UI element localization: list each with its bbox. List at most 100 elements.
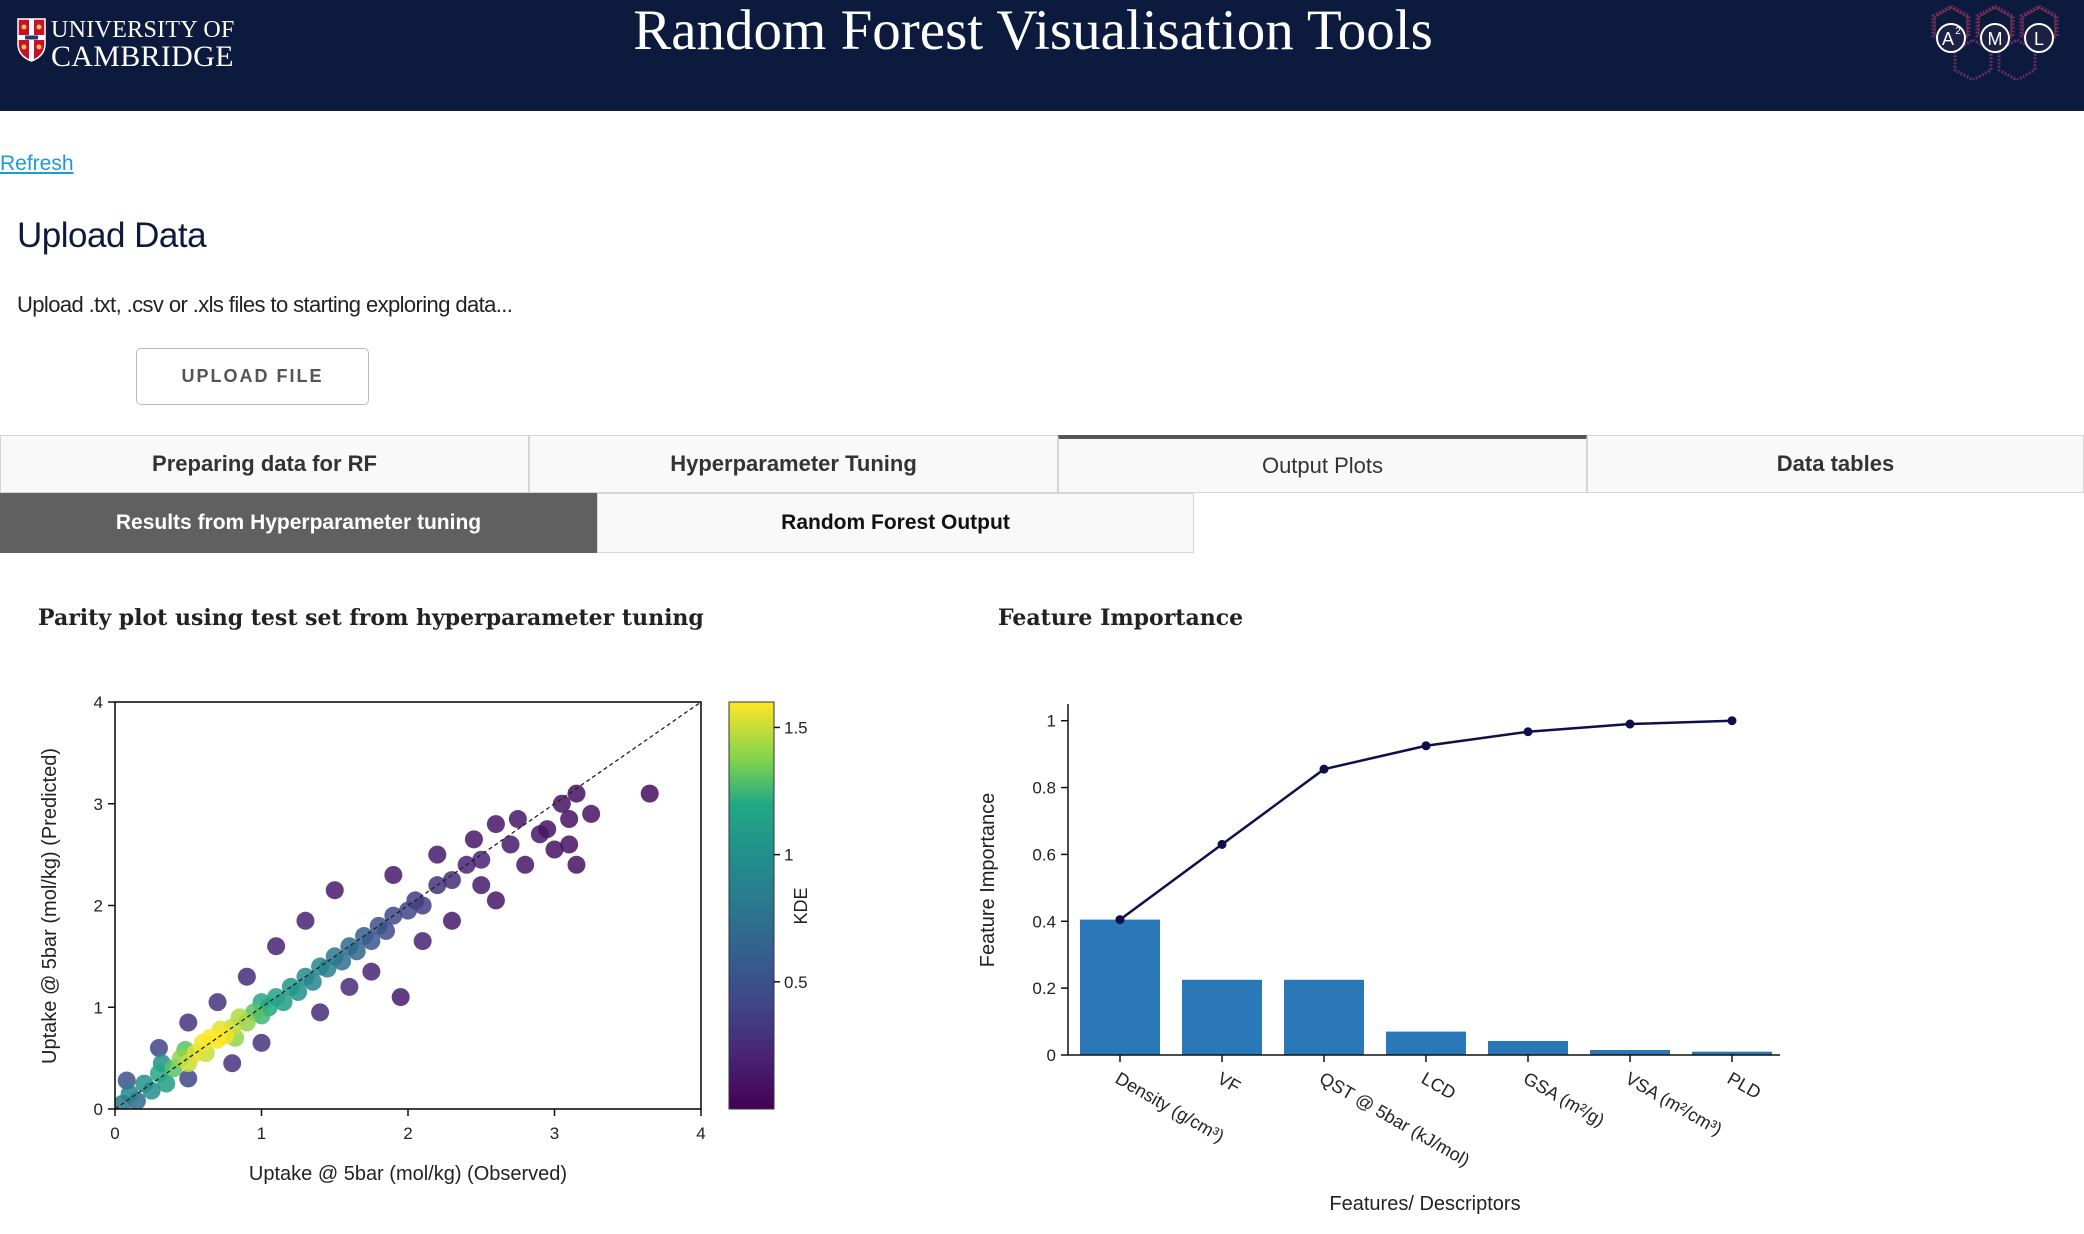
cambridge-shield-icon	[17, 18, 46, 62]
parity-point	[472, 850, 491, 869]
parity-x-axis: 0 1 2 3 4	[110, 1109, 706, 1143]
cumulative-point	[1523, 727, 1533, 737]
parity-y-label: Uptake @ 5bar (mol/kg) (Predicted)	[39, 748, 61, 1064]
tab-preparing-data[interactable]: Preparing data for RF	[0, 435, 529, 493]
parity-y-tick-label: 0	[94, 1100, 103, 1119]
fi-y-tick-label: 0.6	[1032, 845, 1056, 864]
parity-point	[640, 784, 659, 803]
fi-x-tick-label: VF	[1214, 1068, 1244, 1097]
upload-description: Upload .txt, .csv or .xls files to start…	[17, 292, 513, 317]
feature-importance-bar	[1080, 919, 1160, 1055]
parity-y-tick-label: 3	[94, 795, 103, 814]
parity-point	[567, 784, 586, 803]
kde-colorbar-ticks: 0.5 1 1.5	[774, 718, 808, 992]
parity-point	[413, 932, 432, 951]
feature-importance-bars	[1080, 919, 1772, 1055]
parity-point	[208, 1030, 227, 1049]
logo-line-2: CAMBRIDGE	[51, 40, 234, 73]
colorbar-tick-label: 1.5	[784, 718, 808, 737]
fi-y-tick-label: 1	[1047, 712, 1056, 731]
colorbar-tick-label: 1	[784, 846, 793, 865]
parity-point	[552, 794, 571, 813]
fi-y-tick-label: 0.2	[1032, 979, 1056, 998]
fi-y-tick-label: 0.4	[1032, 912, 1056, 931]
refresh-link[interactable]: Refresh	[0, 152, 74, 175]
parity-point	[179, 1069, 198, 1088]
parity-point	[340, 937, 359, 956]
main-tabs: Preparing data for RF Hyperparameter Tun…	[0, 435, 2084, 493]
parity-point	[120, 1084, 139, 1103]
fi-x-tick-label: GSA (m²/g)	[1520, 1068, 1608, 1130]
cumulative-point	[1115, 915, 1125, 925]
tab-output-plots[interactable]: Output Plots	[1058, 435, 1587, 493]
parity-point	[560, 810, 579, 829]
parity-point	[384, 865, 403, 884]
feature-importance-bar	[1386, 1031, 1466, 1055]
parity-point	[428, 845, 447, 864]
parity-point	[311, 957, 330, 976]
logo-line-1: UNIVERSITY OF	[51, 17, 235, 43]
parity-point	[252, 1033, 271, 1052]
parity-point	[582, 804, 601, 823]
parity-point	[486, 815, 505, 834]
feature-importance-chart[interactable]: 0 0.2 0.4 0.6 0.8 1 Density (g/cm³)VF QST @ 5b…	[960, 690, 1840, 1230]
feature-importance-bar	[1488, 1040, 1568, 1055]
tab-data-tables[interactable]: Data tables	[1587, 435, 2084, 493]
parity-point	[340, 977, 359, 996]
fi-x-tick-label: VSA (m²/cm³)	[1622, 1068, 1726, 1139]
aml-logo-icon[interactable]: A 2 M L	[1924, 2, 2076, 80]
feature-importance-bar	[1182, 979, 1262, 1055]
cumulative-importance-points	[1115, 716, 1737, 925]
parity-point	[442, 871, 461, 890]
parity-point	[530, 825, 549, 844]
cumulative-point	[1727, 716, 1737, 726]
fi-x-tick-label: PLD	[1724, 1068, 1764, 1103]
fi-y-label: Feature Importance	[977, 793, 999, 968]
feature-importance-bar	[1692, 1051, 1772, 1055]
parity-y-tick-label: 4	[94, 693, 103, 712]
parity-x-tick-label: 4	[696, 1124, 705, 1143]
parity-points-layer	[115, 784, 659, 1109]
parity-plot[interactable]: 0 1 2 3 4 0 1 2 3 4 Uptake @ 5bar (mol/kg) (Obse…	[0, 680, 880, 1210]
app-header: UNIVERSITY OF CAMBRIDGE Random Forest Vi…	[0, 0, 2084, 111]
subtab-random-forest-output[interactable]: Random Forest Output	[597, 493, 1194, 553]
subtab-hyperparameter-results[interactable]: Results from Hyperparameter tuning	[0, 493, 597, 553]
parity-x-tick-label: 2	[403, 1124, 412, 1143]
aml-letter-l: L	[2034, 29, 2044, 49]
app-title: Random Forest Visualisation Tools	[633, 0, 1433, 62]
parity-point	[464, 830, 483, 849]
parity-y-tick-label: 2	[94, 897, 103, 916]
parity-point	[362, 962, 381, 981]
parity-point	[149, 1038, 168, 1057]
parity-point	[208, 993, 227, 1012]
upload-file-button[interactable]: UPLOAD FILE	[136, 348, 369, 405]
parity-point	[391, 988, 410, 1007]
parity-x-tick-label: 1	[257, 1124, 266, 1143]
parity-point	[281, 977, 300, 996]
parity-point	[237, 967, 256, 986]
feature-importance-title: Feature Importance	[998, 605, 1244, 631]
parity-plot-title: Parity plot using test set from hyperpar…	[38, 605, 704, 631]
aml-letter-a: A	[1942, 29, 1954, 49]
colorbar-tick-label: 0.5	[784, 973, 808, 992]
parity-y-axis: 0 1 2 3 4	[94, 693, 115, 1119]
parity-x-tick-label: 0	[110, 1124, 119, 1143]
cumulative-point	[1625, 719, 1635, 729]
cumulative-point	[1421, 741, 1431, 751]
parity-point	[486, 891, 505, 910]
parity-point	[296, 911, 315, 930]
feature-importance-bar	[1284, 979, 1364, 1055]
parity-point	[545, 840, 564, 859]
fi-x-axis: Density (g/cm³)VF QST @ 5bar (kJ/mol)LCD G…	[1112, 1055, 1764, 1170]
upload-section-title: Upload Data	[17, 216, 207, 255]
parity-point	[149, 1064, 168, 1083]
parity-point	[142, 1081, 161, 1100]
parity-point	[311, 1003, 330, 1022]
parity-point	[413, 896, 432, 915]
university-logo[interactable]: UNIVERSITY OF CAMBRIDGE	[17, 18, 235, 72]
fi-x-tick-label: Density (g/cm³)	[1112, 1068, 1228, 1146]
tab-hyperparameter-tuning[interactable]: Hyperparameter Tuning	[529, 435, 1058, 493]
cumulative-importance-line	[1119, 719, 1733, 921]
parity-x-label: Uptake @ 5bar (mol/kg) (Observed)	[249, 1163, 567, 1185]
aml-superscript: 2	[1955, 26, 1961, 37]
